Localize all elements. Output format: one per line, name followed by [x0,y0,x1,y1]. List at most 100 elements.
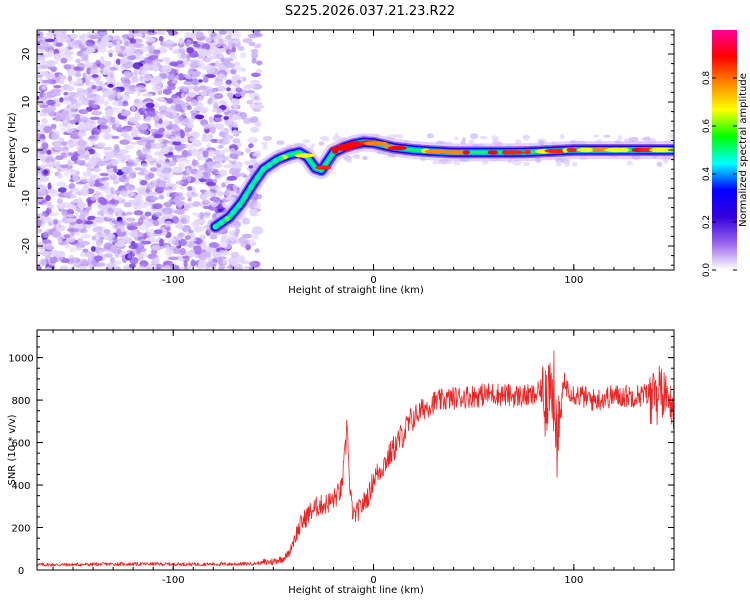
spectrogram-noise-blob [103,210,112,215]
spectrogram-noise-blob [159,174,170,178]
spectrogram-noise-blob [120,250,129,255]
spectrogram-noise-blob [50,66,57,72]
spectrogram-noise-blob [134,167,142,171]
spectrogram-noise-blob [53,30,62,36]
spectrogram-noise-blob [161,65,172,73]
spectrogram-noise-blob [97,46,107,53]
spectrogram-noise-blob [80,52,86,60]
spectrogram-noise-blob [201,43,211,51]
spectrogram-noise-blob [140,180,148,186]
spectrogram-noise-blob [166,30,175,33]
spectrogram-noise-blob [46,99,56,106]
spectrogram-noise-blob [146,183,155,189]
spectrogram-noise-blob [169,61,179,67]
spectrogram-noise-blob [221,57,231,64]
spectrogram-noise-blob [47,204,54,210]
spectrogram-noise-blob [41,142,49,150]
spectrogram-noise-blob [87,31,98,36]
spectrogram-noise-blob [115,266,121,270]
spectrogram-noise-blob [177,52,188,59]
spectrogram-noise-blob [86,86,94,93]
spectrogram-noise-blob [160,228,168,236]
spectrogram-noise-blob [43,169,48,175]
spectrogram-noise-blob [123,202,132,208]
spectrogram-noise-blob [73,67,85,72]
spectrogram-noise-blob [180,92,185,99]
spectrogram-noise-blob [41,85,47,90]
spectrogram-noise-blob [234,93,242,97]
spectrogram-noise-blob [76,218,83,224]
spectrogram-noise-blob [45,194,51,202]
spectrogram-noise-blob [232,138,241,144]
spectrogram-noise-blob [163,201,173,207]
spectrogram-noise-blob [226,92,234,98]
spectrogram-noise-blob [146,110,156,116]
spectrogram-noise-blob [84,154,90,161]
spectrogram-noise-blob [60,52,71,59]
spectrogram-noise-blob [133,68,138,76]
spectrogram-noise-blob [67,69,77,76]
spectrogram-noise-blob [115,119,121,128]
spectrogram-noise-blob [107,87,114,96]
spectrogram-noise-blob [207,149,215,157]
spectrogram-noise-blob [199,211,204,220]
spectrogram-noise-blob [55,155,64,161]
colorbar-ticks: 0.0 0.2 0.4 0.6 0.8 [702,71,737,277]
spectrogram-noise-blob [207,65,215,74]
spectrogram-noise-blob [178,37,184,45]
spectrogram-noise-blob [76,88,84,92]
spectrogram-noise-blob [134,52,142,57]
spectrogram-noise-blob [172,49,180,54]
spectrogram-noise-blob [222,148,233,153]
spectrogram-noise-blob [51,230,62,238]
spectrogram-noise-blob [37,219,42,228]
spectrogram-x-tick-label: 0 [370,275,376,286]
spectrogram-noise-blob [91,74,99,78]
spectrogram-speckle [559,134,565,139]
spectrogram-noise-blob [250,230,257,234]
spectrogram-noise-blob [138,78,147,83]
spectrogram-noise-blob [214,93,224,100]
spectrogram-noise-blob [221,201,226,207]
spectrogram-y-tick-label: 0 [21,147,32,153]
spectrogram-noise-blob [51,140,63,147]
spectrogram-noise-blob [121,76,129,80]
spectrogram-noise-blob [82,248,89,253]
spectrogram-noise-blob [243,118,252,125]
spectrogram-noise-blob [251,51,259,59]
spectrogram-noise-blob [102,133,109,139]
spectrogram-noise-blob [110,116,116,123]
spectrogram-noise-blob [109,256,115,264]
spectrogram-noise-blob [180,217,187,224]
spectrogram-ridge-hotspot [364,141,388,146]
spectrogram-noise-blob [188,229,194,234]
spectrogram-noise-blob [67,75,73,82]
spectrogram-noise-blob [116,228,122,235]
spectrogram-noise-blob [105,35,117,41]
spectrogram-noise-blob [178,196,186,201]
spectrogram-noise-blob [154,186,164,194]
spectrogram-noise-blob [127,31,134,38]
spectrogram-noise-blob [71,263,80,267]
spectrogram-noise-blob [107,108,114,115]
spectrogram-noise-blob [152,203,163,210]
spectrogram-ridge-node [254,175,260,181]
spectrogram-noise-blob [54,73,60,78]
spectrogram-noise-blob [145,102,155,109]
spectrogram-noise-blob [79,265,88,270]
spectrogram-noise-blob [183,59,190,66]
spectrogram-noise-blob [98,206,104,210]
spectrogram-noise-blob [166,176,171,185]
spectrogram-noise-blob [248,41,256,47]
spectrogram-noise-blob [151,238,160,243]
spectrogram-noise-blob [146,267,152,270]
spectrogram-noise-blob [167,85,176,91]
spectrogram-noise-blob [171,130,180,135]
spectrogram-noise-blob [76,159,86,164]
spectrogram-noise-blob [254,150,262,158]
spectrogram-noise-blob [127,159,135,164]
spectrogram-noise-blob [184,31,192,40]
spectrogram-noise-blob [181,111,186,118]
spectrogram-speckle [628,136,639,143]
spectrogram-noise-blob [233,115,242,121]
